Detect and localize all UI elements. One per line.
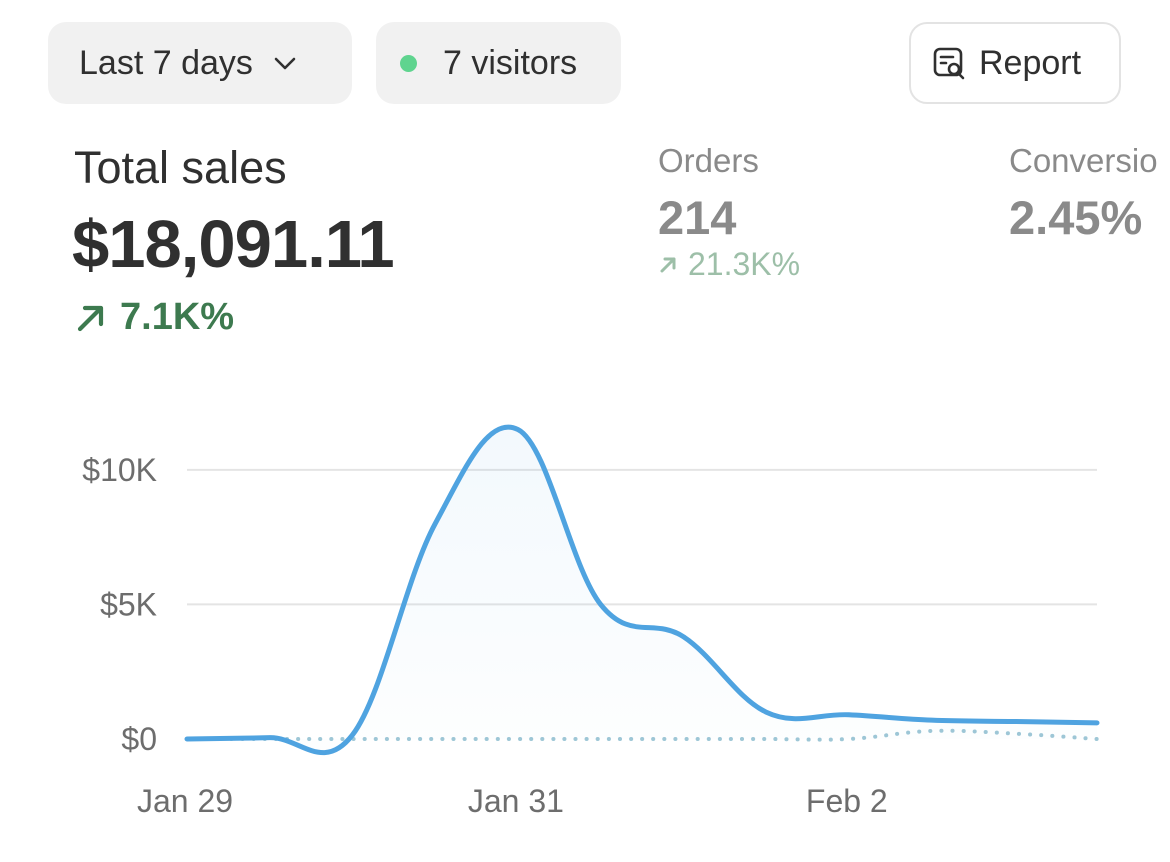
x-tick-label: Jan 31: [468, 783, 564, 819]
orders-change-value: 21.3K%: [688, 246, 801, 282]
total-sales-label: Total sales: [74, 142, 287, 193]
date-range-dropdown[interactable]: Last 7 days: [48, 22, 352, 104]
series-area-fill: [187, 427, 1097, 753]
live-status-dot: [400, 54, 417, 72]
orders-value: 214: [658, 191, 737, 244]
y-tick-label: $0: [121, 721, 157, 757]
y-tick-label: $10K: [82, 452, 157, 488]
chart-series: [184, 424, 1100, 756]
chevron-down-icon: [274, 57, 296, 70]
report-search-icon: [933, 47, 965, 80]
sales-line-chart: $0 $5K $10K Jan 29 Jan 31 Feb 2: [82, 424, 1100, 819]
x-axis-labels: Jan 29 Jan 31 Feb 2: [137, 783, 888, 819]
x-tick-label: Jan 29: [137, 783, 233, 819]
y-tick-label: $5K: [100, 586, 157, 622]
chart-gridlines: [187, 468, 1097, 606]
visitors-label: 7 visitors: [443, 43, 578, 82]
total-sales-value: $18,091.11: [72, 207, 395, 282]
report-button[interactable]: Report: [909, 22, 1121, 104]
total-sales-change-value: 7.1K%: [120, 296, 235, 338]
y-axis-labels: $0 $5K $10K: [82, 452, 157, 757]
arrow-up-right-icon: [660, 257, 676, 272]
total-sales-change: 7.1K%: [74, 296, 234, 339]
series-line-solid: [184, 424, 1100, 756]
conversion-value: 2.45%: [1009, 191, 1143, 244]
orders-label: Orders: [658, 142, 759, 179]
date-range-label: Last 7 days: [79, 43, 253, 82]
visitors-button[interactable]: 7 visitors: [376, 22, 621, 104]
x-tick-label: Feb 2: [806, 783, 888, 819]
orders-change: 21.3K%: [658, 246, 800, 283]
report-label: Report: [979, 43, 1082, 82]
conversion-label: Conversio: [1009, 142, 1158, 179]
arrow-up-right-icon: [77, 305, 104, 331]
